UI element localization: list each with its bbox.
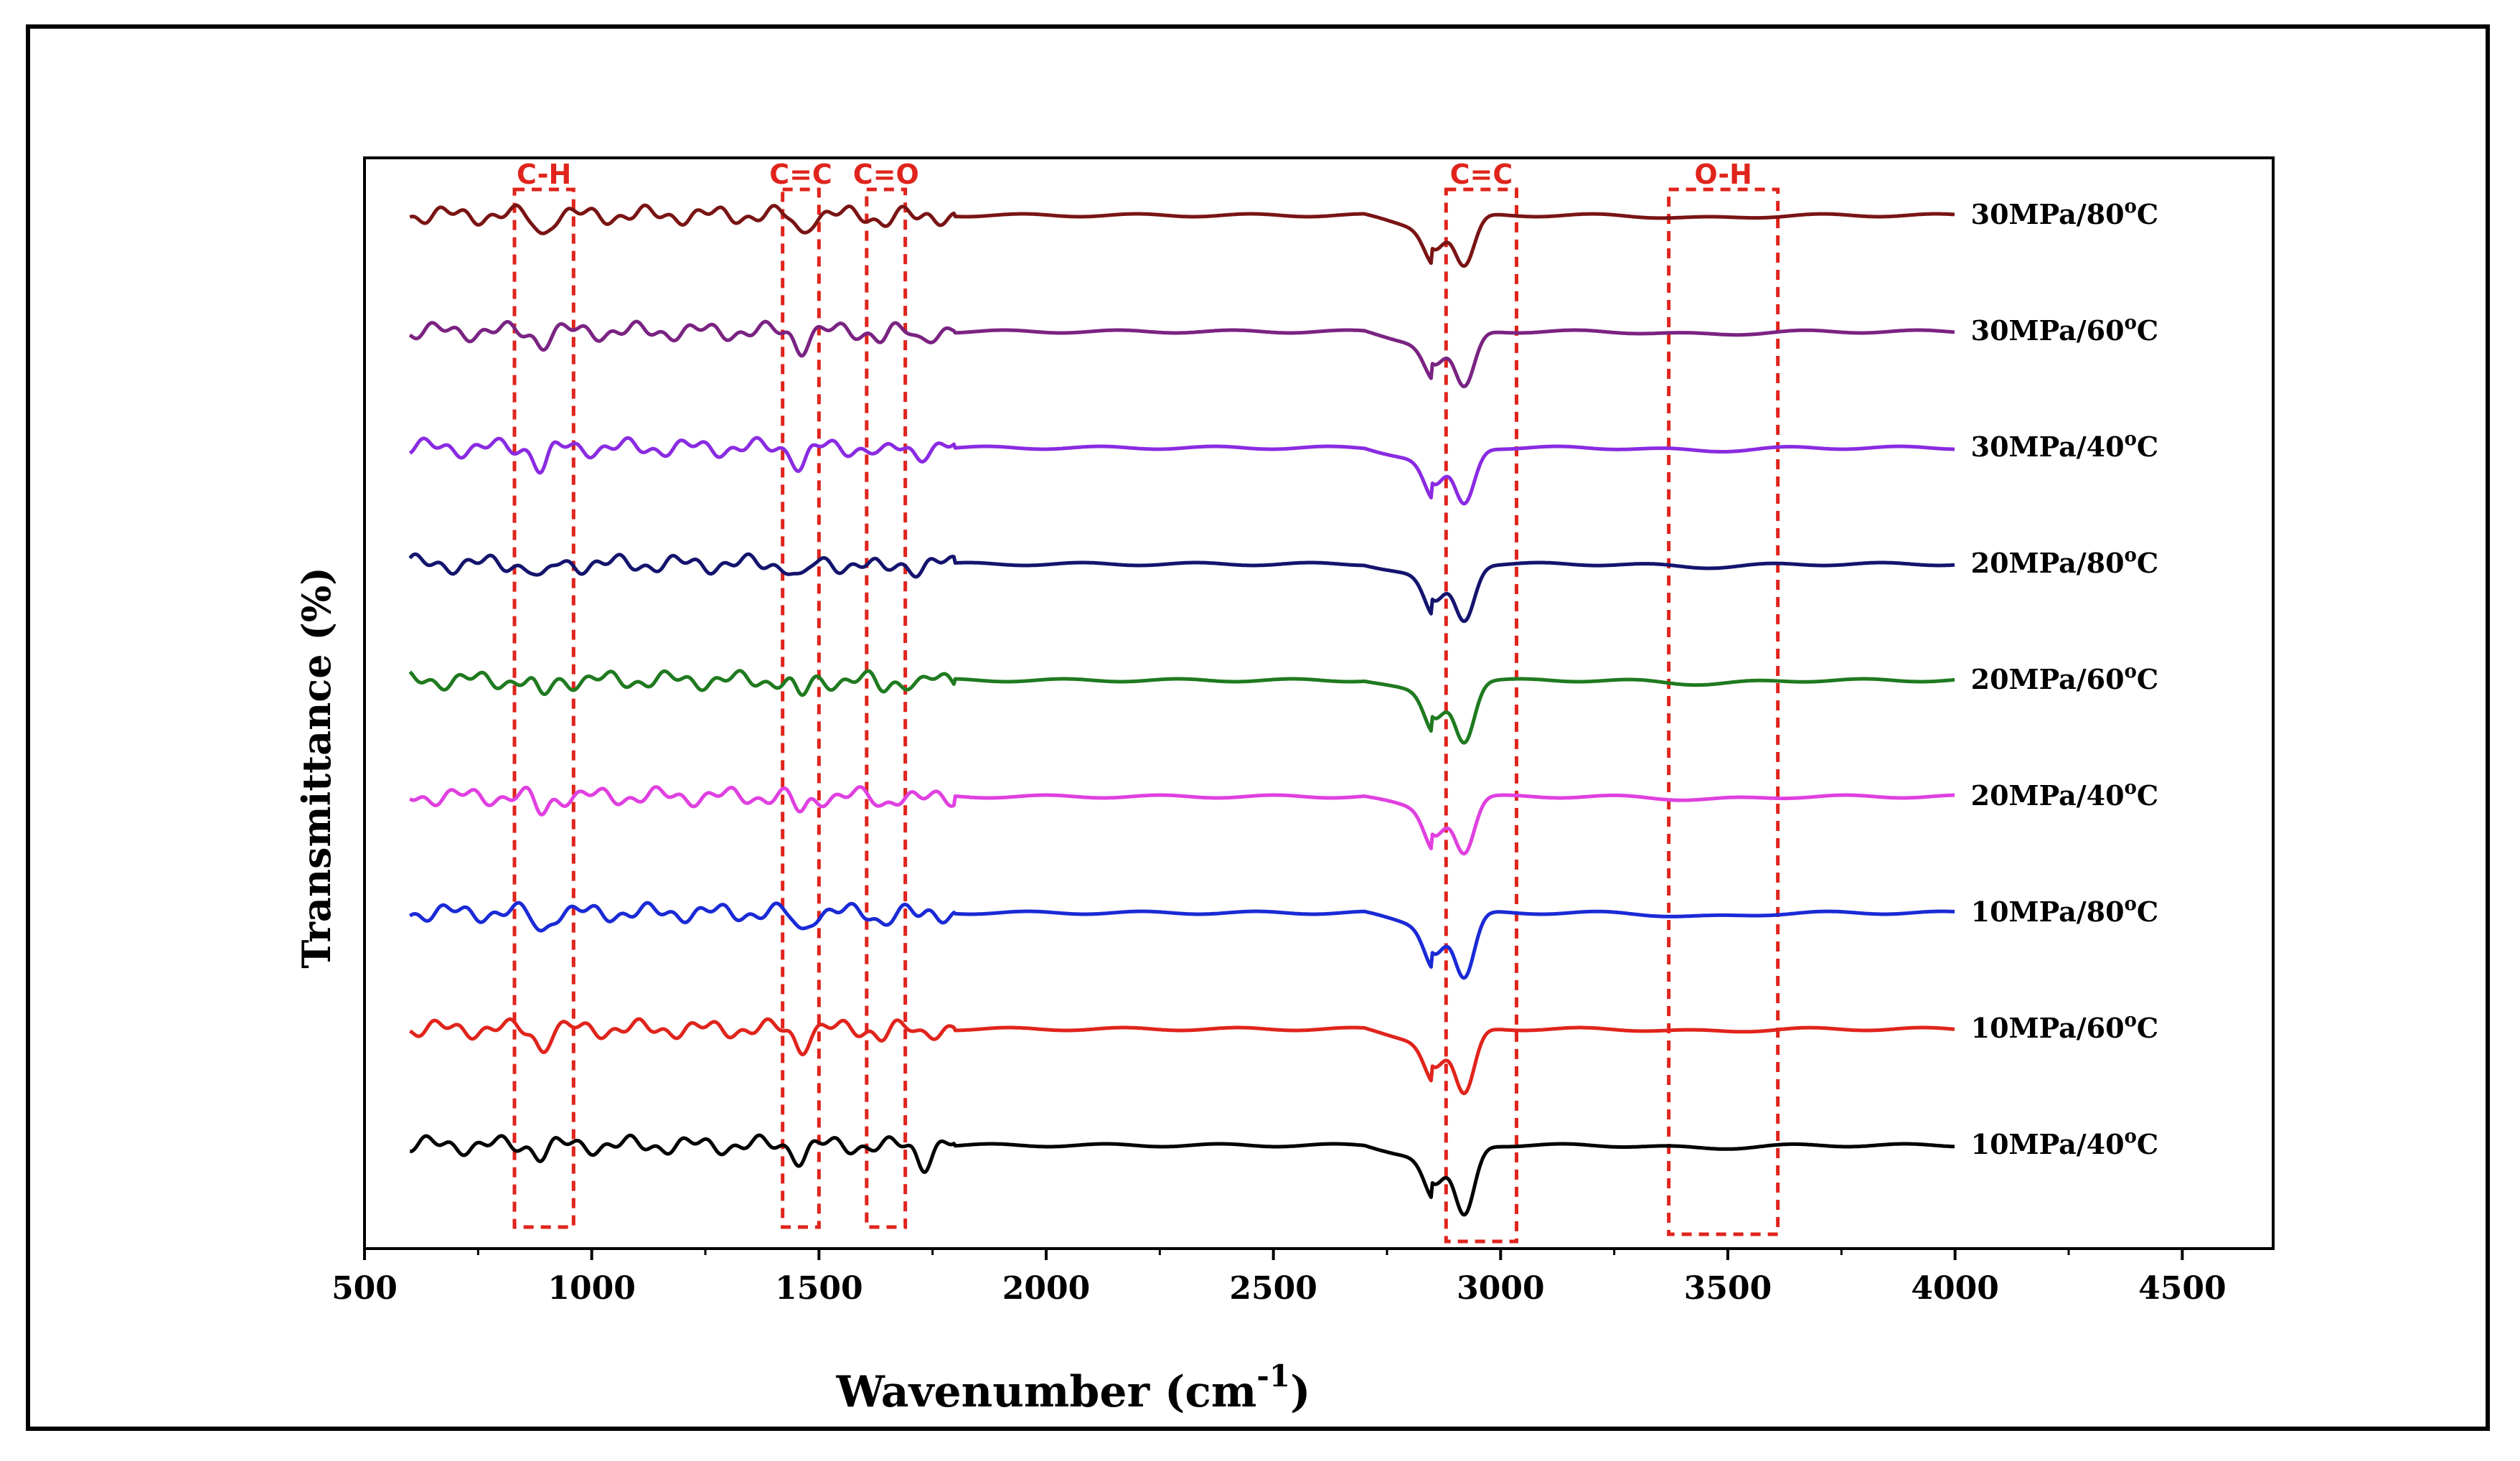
series-line: [409, 1133, 1955, 1217]
figure-frame: C-H C=C C=O C=C O-H 500 1000 1500 2000 2500 3000 3…: [26, 24, 2490, 1431]
x-tick-label: 3500: [1684, 1270, 1772, 1307]
plot-frame: [363, 156, 2275, 1250]
series-label-unit: C: [2137, 198, 2158, 230]
band-label: C-H: [517, 159, 571, 190]
series-line: [408, 785, 1955, 856]
y-axis-title: Transmittance (%): [293, 567, 339, 969]
x-tick-label: 4000: [1911, 1270, 1998, 1307]
series-line: [408, 669, 1955, 745]
series-label-degree: o: [2125, 1010, 2137, 1031]
x-tick-label: 2500: [1229, 1270, 1317, 1307]
series-label: 20MPa/60oC: [1971, 661, 2158, 695]
series-label-degree: o: [2125, 196, 2137, 217]
axes: 500 1000 1500 2000 2500 3000 3500 4000 4500: [332, 156, 2275, 1307]
series-label: 10MPa/80oC: [1971, 893, 2158, 928]
x-axis-title-sup: -1: [1256, 1358, 1290, 1394]
series-label: 10MPa/60oC: [1971, 1010, 2158, 1044]
series-label-unit: C: [2137, 547, 2158, 579]
series-line: [408, 436, 1955, 506]
band-label: C=C: [1450, 159, 1513, 190]
ftir-chart: C-H C=C C=O C=C O-H 500 1000 1500 2000 2500 3000 3…: [293, 156, 2275, 1417]
band-label: O-H: [1694, 159, 1752, 190]
series-label: 30MPa/40oC: [1971, 428, 2158, 463]
series-label: 20MPa/40oC: [1971, 777, 2158, 812]
series-label-unit: C: [2137, 896, 2158, 928]
series-label: 30MPa/60oC: [1971, 312, 2158, 347]
series-label-unit: C: [2137, 1128, 2158, 1160]
band-box: [1667, 187, 1780, 1236]
series-label-degree: o: [2125, 777, 2137, 799]
x-tick-label: 4500: [2138, 1270, 2226, 1307]
series-label-degree: o: [2125, 428, 2137, 450]
x-tick-label: 3000: [1457, 1270, 1544, 1307]
series-label-unit: C: [2137, 314, 2158, 347]
series-label: 10MPa/40oC: [1971, 1126, 2158, 1160]
series-label-unit: C: [2137, 663, 2158, 695]
x-tick-label: 1000: [547, 1270, 635, 1307]
series-label-degree: o: [2125, 312, 2137, 334]
band-boxes: C-H C=C C=O C=C O-H: [512, 159, 1780, 1244]
series-label-degree: o: [2125, 661, 2137, 682]
series-line: [409, 901, 1955, 980]
band-box: [512, 187, 575, 1229]
band-box: [865, 187, 908, 1229]
x-axis-title-close: ): [1290, 1367, 1310, 1417]
series-label-degree: o: [2125, 545, 2137, 566]
band-box: [781, 187, 821, 1229]
series-label-unit: C: [2137, 1012, 2158, 1044]
series-group: [408, 203, 1955, 1217]
series-label-degree: o: [2125, 893, 2137, 915]
series-label: 20MPa/80oC: [1971, 545, 2158, 579]
x-axis-title-main: Wavenumber (cm: [836, 1367, 1257, 1417]
series-label: 30MPa/80oC: [1971, 196, 2158, 230]
series-line: [409, 203, 1955, 268]
series-label-degree: o: [2125, 1126, 2137, 1147]
x-axis-title: Wavenumber (cm-1): [836, 1358, 1311, 1417]
band-label: C=O: [853, 159, 919, 190]
x-tick-label: 1500: [775, 1270, 862, 1307]
series-line: [408, 552, 1955, 624]
x-tick-label: 2000: [1002, 1270, 1090, 1307]
band-label: C=C: [769, 159, 832, 190]
series-labels: 30MPa/80oC 30MPa/60oC 30MPa/40oC 20MPa/80oC…: [1971, 196, 2158, 1160]
series-line: [408, 319, 1955, 389]
series-line: [409, 1017, 1955, 1096]
series-label-unit: C: [2137, 779, 2158, 812]
x-tick-label: 500: [332, 1270, 398, 1307]
band-box: [1444, 187, 1519, 1244]
series-label-unit: C: [2137, 431, 2158, 463]
